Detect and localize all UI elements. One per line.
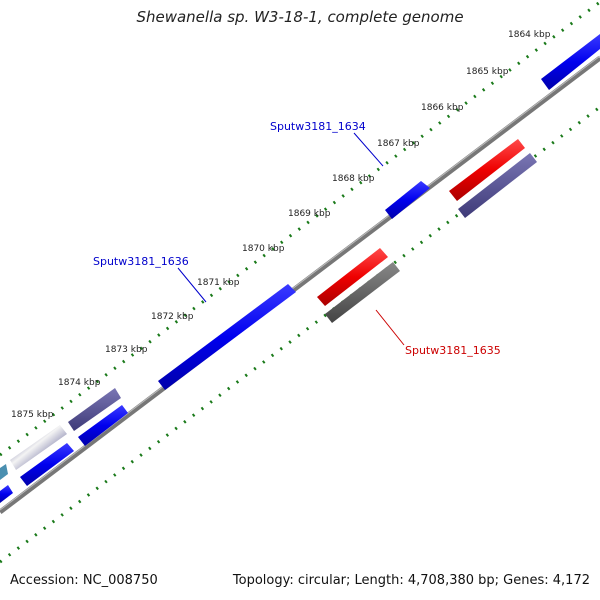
reverse-strand-features: [317, 139, 537, 323]
gene-edge-teal[interactable]: [0, 464, 8, 480]
leader-sputw3181-1635: [375, 309, 405, 346]
ruler-label: 1871 kbp: [197, 278, 240, 288]
forward-strand-features: [0, 34, 600, 503]
gene-cog-navy[interactable]: [10, 425, 67, 470]
leader-sputw3181-1636: [177, 267, 207, 303]
leader-sputw3181-1634: [353, 132, 384, 167]
gene-labels: Sputw3181_1634 Sputw3181_1636 Sputw3181_…: [93, 120, 501, 357]
gene-label-leaders: [177, 132, 405, 346]
ruler-label: 1869 kbp: [288, 209, 331, 219]
gene-forward-small-2[interactable]: [20, 443, 74, 486]
ruler-label: 1870 kbp: [242, 244, 285, 254]
gene-cog-purple-1[interactable]: [68, 388, 121, 431]
gene-label-sputw3181-1634[interactable]: Sputw3181_1634: [270, 120, 366, 133]
gene-sputw3181-1636[interactable]: [158, 284, 296, 390]
gene-sputw3181-1633[interactable]: [541, 34, 600, 90]
ruler-label: 1873 kbp: [105, 345, 148, 355]
gene-cog-purple-2[interactable]: [458, 153, 537, 218]
ruler-label: 1874 kbp: [58, 378, 101, 388]
outer-ruler-track: [0, 0, 600, 457]
ruler-label: 1864 kbp: [508, 30, 551, 40]
genome-summary: Topology: circular; Length: 4,708,380 bp…: [232, 573, 590, 588]
accession-label: Accession: NC_008750: [10, 573, 158, 588]
ruler-labels: 1864 kbp 1865 kbp 1866 kbp 1867 kbp 1868…: [11, 30, 551, 420]
gene-sputw3181-1634[interactable]: [385, 181, 430, 219]
gene-label-sputw3181-1636[interactable]: Sputw3181_1636: [93, 255, 189, 268]
gene-forward-small-1[interactable]: [78, 405, 128, 446]
genome-backbone: [0, 56, 600, 514]
gene-cog-gray[interactable]: [325, 262, 400, 323]
ruler-label: 1866 kbp: [421, 103, 464, 113]
ruler-label: 1868 kbp: [332, 174, 375, 184]
gene-sputw3181-1635[interactable]: [317, 248, 388, 306]
ruler-label: 1867 kbp: [377, 139, 420, 149]
gene-label-sputw3181-1635[interactable]: Sputw3181_1635: [405, 344, 501, 357]
gene-sputw3181-1632[interactable]: [449, 139, 525, 201]
ruler-label: 1865 kbp: [466, 67, 509, 77]
ruler-label: 1875 kbp: [11, 410, 54, 420]
map-title: Shewanella sp. W3-18-1, complete genome: [136, 8, 464, 26]
gene-forward-edge[interactable]: [0, 485, 13, 503]
ruler-label: 1872 kbp: [151, 312, 194, 322]
